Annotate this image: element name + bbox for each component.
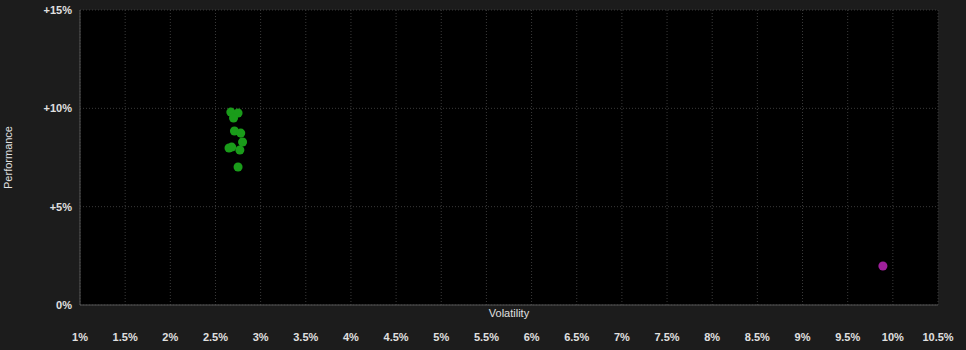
svg-text:5.5%: 5.5%: [474, 331, 499, 343]
svg-text:9.5%: 9.5%: [835, 331, 860, 343]
svg-text:7%: 7%: [614, 331, 630, 343]
svg-text:3%: 3%: [253, 331, 269, 343]
svg-text:10%: 10%: [882, 331, 904, 343]
svg-text:1%: 1%: [72, 331, 88, 343]
svg-text:Volatility: Volatility: [489, 307, 530, 319]
svg-text:1.5%: 1.5%: [113, 331, 138, 343]
svg-text:+15%: +15%: [44, 4, 73, 16]
svg-text:10.5%: 10.5%: [922, 331, 953, 343]
svg-text:4%: 4%: [343, 331, 359, 343]
svg-text:2.5%: 2.5%: [203, 331, 228, 343]
svg-text:Performance: Performance: [8, 126, 14, 189]
svg-text:+5%: +5%: [50, 201, 73, 213]
svg-text:7.5%: 7.5%: [655, 331, 680, 343]
svg-text:3.5%: 3.5%: [293, 331, 318, 343]
svg-text:6.5%: 6.5%: [564, 331, 589, 343]
svg-text:6%: 6%: [524, 331, 540, 343]
svg-text:9%: 9%: [795, 331, 811, 343]
svg-text:4.5%: 4.5%: [384, 331, 409, 343]
svg-text:0%: 0%: [56, 299, 72, 311]
svg-text:8%: 8%: [704, 331, 720, 343]
svg-text:+10%: +10%: [44, 102, 73, 114]
svg-text:2%: 2%: [162, 331, 178, 343]
svg-text:8.5%: 8.5%: [745, 331, 770, 343]
svg-text:5%: 5%: [433, 331, 449, 343]
